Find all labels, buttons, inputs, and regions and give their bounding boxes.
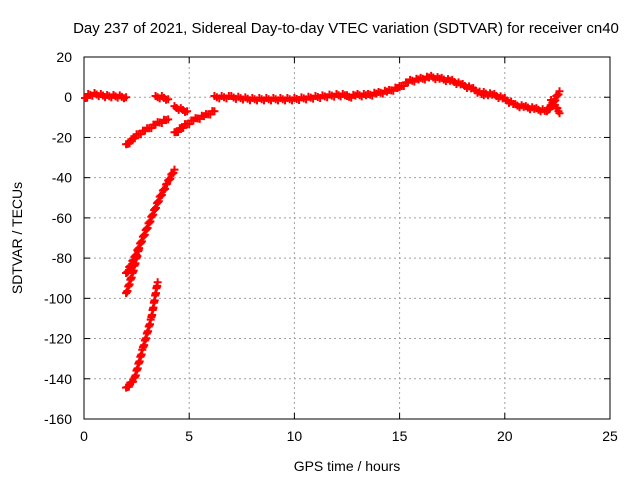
y-tick-label: -100 (44, 290, 72, 306)
data-series (547, 96, 564, 118)
data-point (170, 165, 179, 174)
data-point (124, 382, 133, 391)
x-tick-label: 15 (392, 428, 408, 444)
data-series (395, 71, 488, 100)
x-tick-label: 5 (185, 428, 193, 444)
x-tick-label: 25 (602, 428, 618, 444)
data-point (125, 139, 134, 148)
plot-frame (83, 56, 611, 420)
x-axis-label: GPS time / hours (294, 458, 401, 474)
y-tick-label: -60 (52, 210, 72, 226)
data-point (166, 174, 175, 183)
data-point (153, 278, 162, 287)
y-tick-label: -40 (52, 170, 72, 186)
chart-title: Day 237 of 2021, Sidereal Day-to-day VTE… (73, 20, 619, 37)
data-point (134, 246, 143, 255)
data-point (129, 377, 138, 386)
axis-ticks: 0 5 10 15 20 25 -160 -140 -120 -100 -80 -60 -40 -20 0 2… (44, 49, 618, 444)
data-point (555, 109, 564, 118)
x-tick-label: 20 (497, 428, 513, 444)
data-point (157, 190, 166, 199)
data-point (130, 134, 139, 143)
data-series (479, 88, 551, 116)
x-tick-label: 10 (287, 428, 303, 444)
data-point (210, 107, 219, 116)
data-series (170, 107, 219, 137)
data-series (122, 115, 173, 149)
data-series (151, 92, 173, 104)
data-point (183, 107, 192, 116)
y-tick-label: -120 (44, 331, 72, 347)
x-tick-label: 0 (80, 428, 88, 444)
data-series (122, 165, 179, 277)
y-tick-label: 20 (56, 49, 72, 65)
y-axis-label: SDTVAR / TECUs (9, 182, 25, 294)
data-point (122, 93, 131, 102)
y-tick-label: 0 (64, 89, 72, 105)
data-point (161, 184, 170, 193)
data-point (555, 87, 564, 96)
data-marks (81, 71, 564, 392)
data-series (122, 278, 162, 392)
data-series (81, 89, 131, 103)
data-point (164, 95, 173, 104)
y-tick-label: -140 (44, 371, 72, 387)
data-series (210, 90, 351, 105)
data-series (343, 83, 404, 102)
y-tick-label: -80 (52, 250, 72, 266)
grid (84, 57, 610, 419)
y-tick-label: -160 (44, 411, 72, 427)
y-tick-label: -20 (52, 129, 72, 145)
data-series (122, 246, 143, 298)
data-point (164, 115, 173, 124)
data-series (170, 102, 192, 116)
data-point (545, 105, 554, 114)
